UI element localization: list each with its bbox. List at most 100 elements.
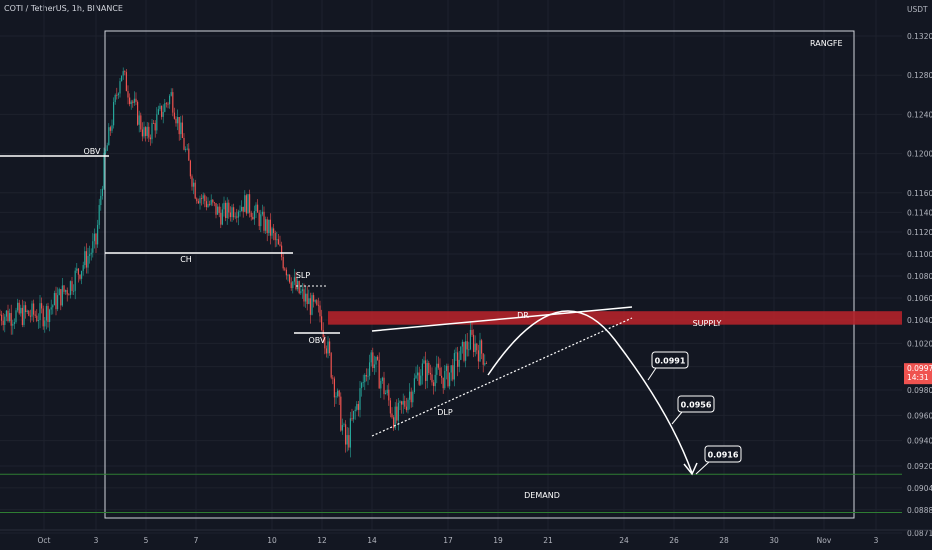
candle-body	[273, 228, 275, 234]
candle-body	[193, 182, 195, 187]
candle-body	[345, 424, 347, 445]
candle-body	[57, 295, 59, 310]
candle-body	[236, 216, 238, 218]
target-label: 0.0916	[708, 451, 739, 460]
candle-body	[380, 380, 382, 389]
candle-body	[410, 391, 412, 403]
candle-body	[156, 114, 158, 131]
x-tick-label: 24	[619, 536, 629, 545]
x-tick-label: Nov	[817, 536, 832, 545]
candle-body	[269, 219, 271, 236]
candle-body	[337, 390, 339, 397]
candle-body	[210, 199, 212, 205]
candle-body	[169, 95, 171, 105]
candle-body	[137, 101, 139, 125]
candle-body	[157, 109, 159, 115]
candle-body	[28, 310, 30, 316]
current-price-badge	[904, 363, 932, 385]
candle-body	[287, 274, 289, 276]
candle-body	[394, 406, 396, 429]
candle-body	[481, 340, 483, 354]
candle-body	[95, 233, 97, 245]
candle-body	[301, 289, 303, 292]
candle-body	[191, 176, 193, 187]
candle-body	[87, 255, 89, 268]
candle-body	[148, 126, 150, 138]
candle-body	[329, 341, 331, 354]
range-box	[104, 30, 855, 519]
candle-body	[4, 316, 6, 325]
x-tick-label: 12	[317, 536, 327, 545]
candle-body	[399, 401, 401, 403]
candle-body	[202, 195, 204, 199]
candle-body	[132, 101, 134, 103]
candle-body	[89, 254, 91, 256]
candle-body	[218, 206, 220, 213]
candle-body	[244, 195, 246, 212]
candle-body	[485, 363, 487, 364]
dr-trendline	[371, 306, 633, 332]
candle-body	[361, 382, 363, 389]
target-pointer	[647, 367, 657, 381]
candle-body	[482, 353, 484, 365]
candle-body	[271, 228, 273, 236]
x-tick-label: 21	[543, 536, 553, 545]
candle-body	[76, 268, 78, 271]
target-box	[704, 445, 742, 463]
candle-body	[477, 350, 479, 362]
candle-body	[276, 239, 278, 241]
candle-body	[354, 409, 356, 412]
candle-body	[453, 353, 455, 380]
candle-body	[457, 352, 459, 367]
candle-body	[5, 310, 7, 317]
candle-body	[245, 195, 247, 214]
y-tick-label: 0.1060	[907, 294, 932, 303]
supply-label: SUPPLY	[693, 319, 722, 328]
candle-body	[117, 93, 119, 96]
candle-body	[407, 399, 409, 411]
candle-body	[484, 363, 486, 365]
candle-body	[351, 418, 353, 420]
candle-body	[292, 281, 294, 289]
candle-body	[237, 211, 239, 218]
candle-body	[450, 365, 452, 373]
candle-body	[133, 98, 135, 103]
candle-body	[317, 304, 319, 306]
y-tick-label: 0.1020	[907, 339, 932, 348]
candle-body	[428, 363, 430, 373]
candle-body	[279, 244, 281, 246]
candle-body	[233, 207, 235, 218]
candle-body	[268, 219, 270, 234]
candle-body	[7, 310, 9, 321]
candle-body	[469, 329, 471, 350]
candle-body	[201, 198, 203, 199]
candle-body	[473, 334, 475, 353]
candle-body	[111, 125, 113, 131]
candle-body	[332, 377, 334, 379]
candle-body	[77, 268, 79, 275]
projection-curve	[487, 310, 693, 474]
y-tick-label: 0.0920	[907, 462, 932, 471]
candle-body	[327, 341, 329, 354]
candle-body	[36, 315, 38, 321]
candle-body	[229, 212, 231, 218]
candle-body	[455, 352, 457, 354]
candle-body	[357, 404, 359, 410]
obv-label-mid: OBV	[308, 336, 326, 345]
y-tick-label: 0.1040	[907, 316, 932, 325]
candle-body	[452, 365, 454, 380]
x-tick-label: 5	[144, 536, 149, 545]
candle-body	[39, 303, 41, 321]
candle-body	[341, 425, 343, 431]
candle-body	[34, 314, 36, 316]
candle-body	[335, 396, 337, 398]
candle-body	[108, 127, 110, 146]
candle-body	[49, 309, 51, 322]
candle-body	[439, 367, 441, 376]
x-tick-label: 3	[94, 536, 99, 545]
candle-body	[263, 211, 265, 231]
candle-body	[476, 343, 478, 351]
candle-body	[0, 314, 1, 316]
candle-body	[385, 393, 387, 395]
